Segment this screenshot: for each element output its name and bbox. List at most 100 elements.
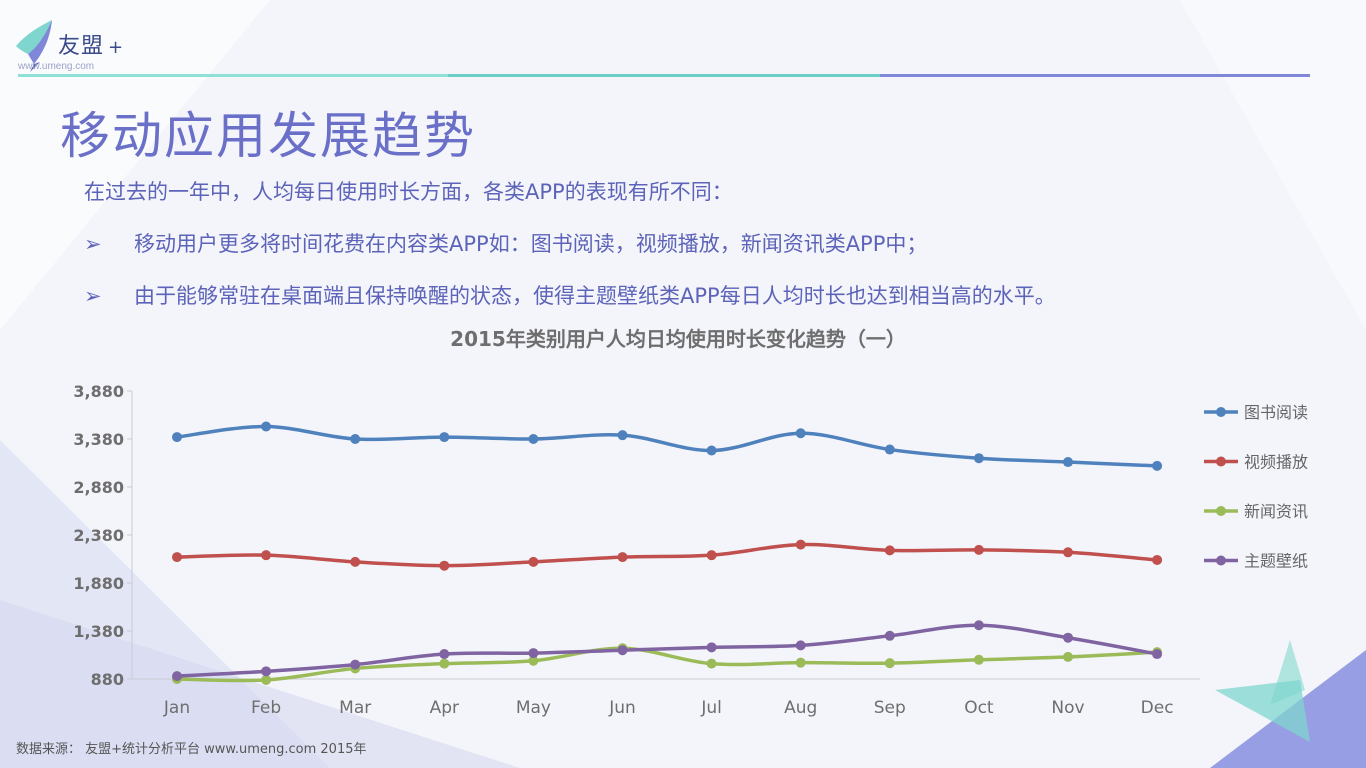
data-point <box>884 630 895 641</box>
data-point <box>1152 554 1163 565</box>
series-line <box>176 646 1158 683</box>
data-source: 数据来源： 友盟+统计分析平台 www.umeng.com 2015年 <box>16 742 367 757</box>
data-point <box>528 434 539 444</box>
x-tick-label: May <box>516 698 551 718</box>
legend-item: 图书阅读 <box>1204 403 1308 422</box>
data-point <box>1063 632 1073 643</box>
data-point <box>172 552 182 563</box>
series-line <box>176 542 1158 568</box>
legend-marker <box>1216 456 1226 467</box>
legend-item: 视频播放 <box>1204 453 1308 472</box>
y-tick-label: 1,880 <box>73 574 124 593</box>
data-point <box>528 648 539 659</box>
legend-label: 视频播放 <box>1244 453 1308 472</box>
data-point <box>617 645 628 656</box>
legend-item: 主题壁纸 <box>1204 552 1308 571</box>
data-point <box>439 560 450 571</box>
series-line <box>176 424 1158 468</box>
data-point <box>884 444 895 455</box>
x-tick-label: Dec <box>1141 698 1174 718</box>
bullet-item: ➢ 由于能够常驻在桌面端且保持唤醒的状态，使得主题壁纸类APP每日人均时长也达到相… <box>84 280 1056 310</box>
x-tick-label: Jan <box>163 698 190 718</box>
y-tick-label: 880 <box>91 670 124 689</box>
legend-marker <box>1216 555 1226 566</box>
y-tick-label: 2,380 <box>73 526 124 545</box>
data-point <box>884 658 895 669</box>
data-point <box>350 659 361 670</box>
data-point <box>172 432 182 443</box>
data-point <box>528 556 539 567</box>
data-point <box>1063 651 1073 662</box>
bullet-item: ➢ 移动用户更多将时间花费在内容类APP如：图书阅读，视频播放，新闻资讯类APP中… <box>84 228 927 258</box>
data-point <box>617 430 628 441</box>
x-tick-label: Aug <box>784 698 817 718</box>
data-point <box>706 658 717 669</box>
data-point <box>795 657 806 668</box>
data-point <box>261 674 272 685</box>
data-point <box>706 642 717 653</box>
data-point <box>439 649 450 660</box>
logo-url: www.umeng.com <box>18 61 95 72</box>
data-point <box>261 421 272 432</box>
data-point <box>1063 457 1073 468</box>
data-point <box>884 545 895 556</box>
header-line-teal <box>18 74 448 77</box>
legend-marker <box>1216 506 1226 516</box>
data-point <box>706 445 717 456</box>
legend-item: 新闻资讯 <box>1204 502 1308 521</box>
data-point <box>350 556 361 567</box>
x-tick-label: Nov <box>1051 698 1084 718</box>
bullet-arrow-icon: ➢ <box>84 232 102 256</box>
y-tick-label: 1,380 <box>73 622 124 641</box>
data-point <box>973 544 984 555</box>
data-point <box>617 552 628 563</box>
header-line-purple <box>880 74 1310 77</box>
x-tick-label: Jul <box>700 698 722 718</box>
data-point <box>706 550 717 561</box>
chart-title: 2015年类别用户人均日均使用时长变化趋势（一） <box>450 327 906 351</box>
data-point <box>528 655 539 666</box>
x-tick-label: Feb <box>251 698 281 718</box>
legend-label: 新闻资讯 <box>1244 502 1308 521</box>
data-point <box>795 640 806 651</box>
bullet-text: 移动用户更多将时间花费在内容类APP如：图书阅读，视频播放，新闻资讯类APP中； <box>134 232 928 256</box>
y-tick-label: 3,380 <box>73 430 124 449</box>
bullet-arrow-icon: ➢ <box>84 284 102 308</box>
y-tick-label: 2,880 <box>73 478 124 497</box>
umeng-logo-icon <box>16 20 52 72</box>
data-point <box>1152 460 1163 471</box>
x-tick-label: Jun <box>608 698 636 718</box>
x-tick-label: Oct <box>964 698 994 718</box>
page-title: 移动应用发展趋势 <box>60 107 476 165</box>
x-tick-label: Mar <box>339 698 371 718</box>
data-point <box>973 654 984 665</box>
data-point <box>172 671 182 682</box>
x-tick-label: Sep <box>874 698 906 718</box>
data-point <box>973 453 984 464</box>
logo-brand: 友盟 + <box>58 34 125 59</box>
data-point <box>973 620 984 631</box>
data-point <box>1152 649 1163 660</box>
header-line-teal-dark <box>448 74 880 77</box>
legend-label: 图书阅读 <box>1244 403 1308 422</box>
data-point <box>261 666 272 677</box>
series-图书阅读 <box>172 421 1163 471</box>
data-point <box>350 434 361 444</box>
intro-text: 在过去的一年中，人均每日使用时长方面，各类APP的表现有所不同： <box>84 180 733 204</box>
data-point <box>261 550 272 561</box>
series-line <box>176 623 1158 678</box>
x-tick-label: Apr <box>430 698 459 718</box>
data-point <box>795 428 806 439</box>
legend-marker <box>1216 407 1226 417</box>
legend-label: 主题壁纸 <box>1244 552 1308 571</box>
data-point <box>439 432 450 443</box>
series-视频播放 <box>172 539 1163 571</box>
data-point <box>795 539 806 550</box>
data-point <box>1063 547 1073 558</box>
bullet-text: 由于能够常驻在桌面端且保持唤醒的状态，使得主题壁纸类APP每日人均时长也达到相当… <box>134 284 1056 308</box>
data-point <box>439 658 450 669</box>
y-tick-label: 3,880 <box>73 382 124 401</box>
series-主题壁纸 <box>172 620 1163 682</box>
